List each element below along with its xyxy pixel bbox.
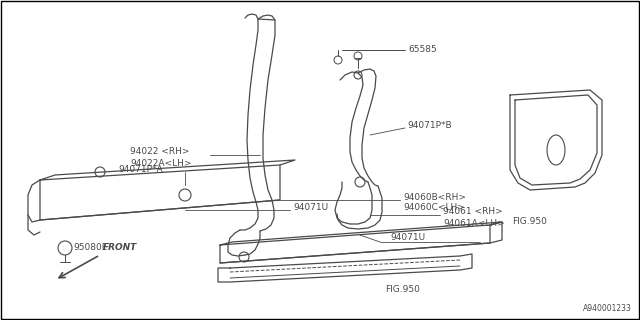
Text: A940001233: A940001233 — [583, 304, 632, 313]
Text: FIG.950: FIG.950 — [385, 285, 420, 294]
Text: 94060C<LH>: 94060C<LH> — [403, 204, 465, 212]
Text: 94061 <RH>: 94061 <RH> — [443, 207, 503, 217]
Text: 65585: 65585 — [408, 45, 436, 54]
Text: 94022A<LH>: 94022A<LH> — [130, 158, 191, 167]
Text: 94061A<LH>: 94061A<LH> — [443, 220, 505, 228]
Text: FIG.950: FIG.950 — [512, 218, 547, 227]
Text: 94071U: 94071U — [293, 203, 328, 212]
Text: 94060B<RH>: 94060B<RH> — [403, 193, 466, 202]
Text: 94071P*B: 94071P*B — [407, 122, 452, 131]
Text: 95080E: 95080E — [73, 244, 108, 252]
Text: 94022 <RH>: 94022 <RH> — [130, 147, 189, 156]
Text: 94071U: 94071U — [390, 234, 425, 243]
Text: 94071P*A: 94071P*A — [118, 165, 163, 174]
Text: FRONT: FRONT — [103, 243, 137, 252]
